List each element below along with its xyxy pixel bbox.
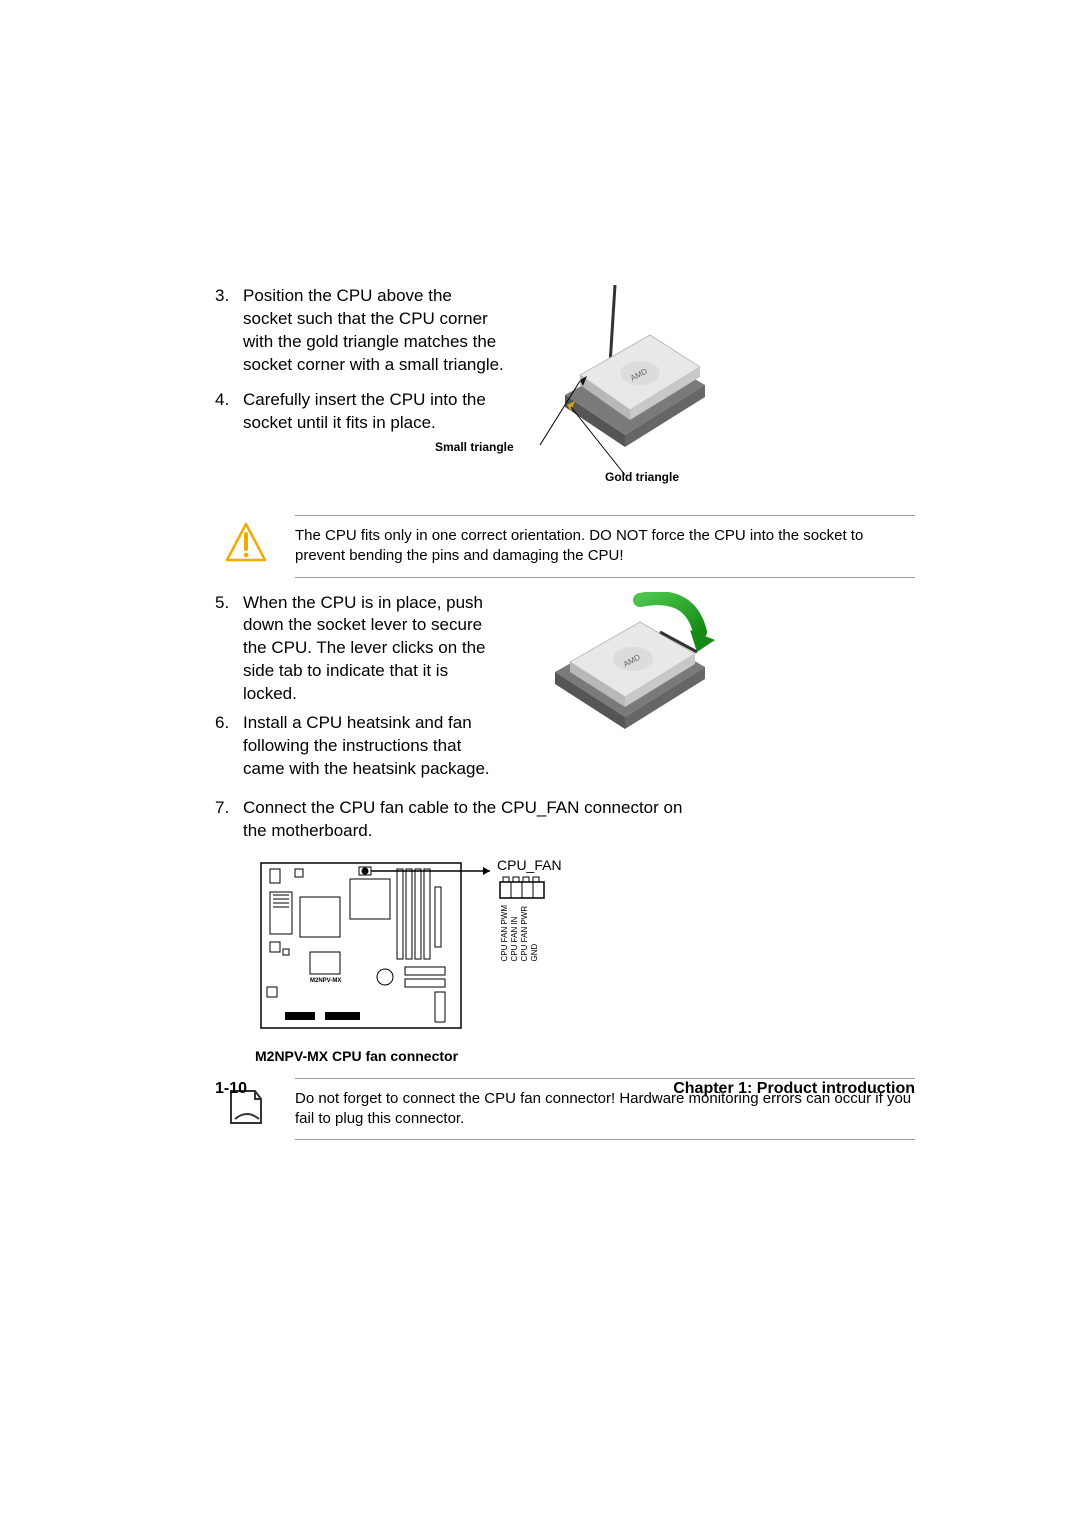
label-gold-triangle: Gold triangle xyxy=(605,470,679,484)
page-footer: 1-10 Chapter 1: Product introduction xyxy=(215,1080,915,1098)
step-number: 3. xyxy=(215,285,243,308)
step-text: Position the CPU above the socket such t… xyxy=(243,285,505,377)
pin-label: CPU FAN IN xyxy=(511,905,519,961)
pin-label: GND xyxy=(531,905,539,961)
step-number: 6. xyxy=(215,712,243,735)
step-7: 7. Connect the CPU fan cable to the CPU_… xyxy=(215,797,695,843)
step-text: Install a CPU heatsink and fan following… xyxy=(243,712,505,781)
diagram-caption: M2NPV-MX CPU fan connector xyxy=(255,1048,595,1064)
step-text: When the CPU is in place, push down the … xyxy=(243,592,505,707)
pin-label: CPU FAN PWM xyxy=(501,905,509,961)
connector-label: CPU_FAN xyxy=(497,857,562,873)
warning-callout: The CPU fits only in one correct orienta… xyxy=(295,515,915,578)
step-6: 6. Install a CPU heatsink and fan follow… xyxy=(215,712,505,781)
warning-text: The CPU fits only in one correct orienta… xyxy=(295,527,863,564)
motherboard-diagram: M2NPV-MX xyxy=(255,857,595,1037)
label-small-triangle: Small triangle xyxy=(435,440,514,454)
svg-text:M2NPV-MX: M2NPV-MX xyxy=(310,978,341,984)
cpu-insert-diagram: AMD xyxy=(525,285,725,495)
step-5: 5. When the CPU is in place, push down t… xyxy=(215,592,505,707)
chapter-title: Chapter 1: Product introduction xyxy=(673,1080,915,1098)
step-3: 3. Position the CPU above the socket suc… xyxy=(215,285,505,377)
step-number: 5. xyxy=(215,592,243,615)
step-number: 7. xyxy=(215,797,243,820)
pin-label: CPU FAN PWR xyxy=(521,905,529,961)
page-number: 1-10 xyxy=(215,1080,247,1098)
warning-icon xyxy=(225,522,267,564)
step-text: Connect the CPU fan cable to the CPU_FAN… xyxy=(243,797,695,843)
step-number: 4. xyxy=(215,389,243,412)
cpu-lock-diagram: AMD xyxy=(525,592,725,742)
step-text: Carefully insert the CPU into the socket… xyxy=(243,389,505,435)
step-4: 4. Carefully insert the CPU into the soc… xyxy=(215,389,505,435)
